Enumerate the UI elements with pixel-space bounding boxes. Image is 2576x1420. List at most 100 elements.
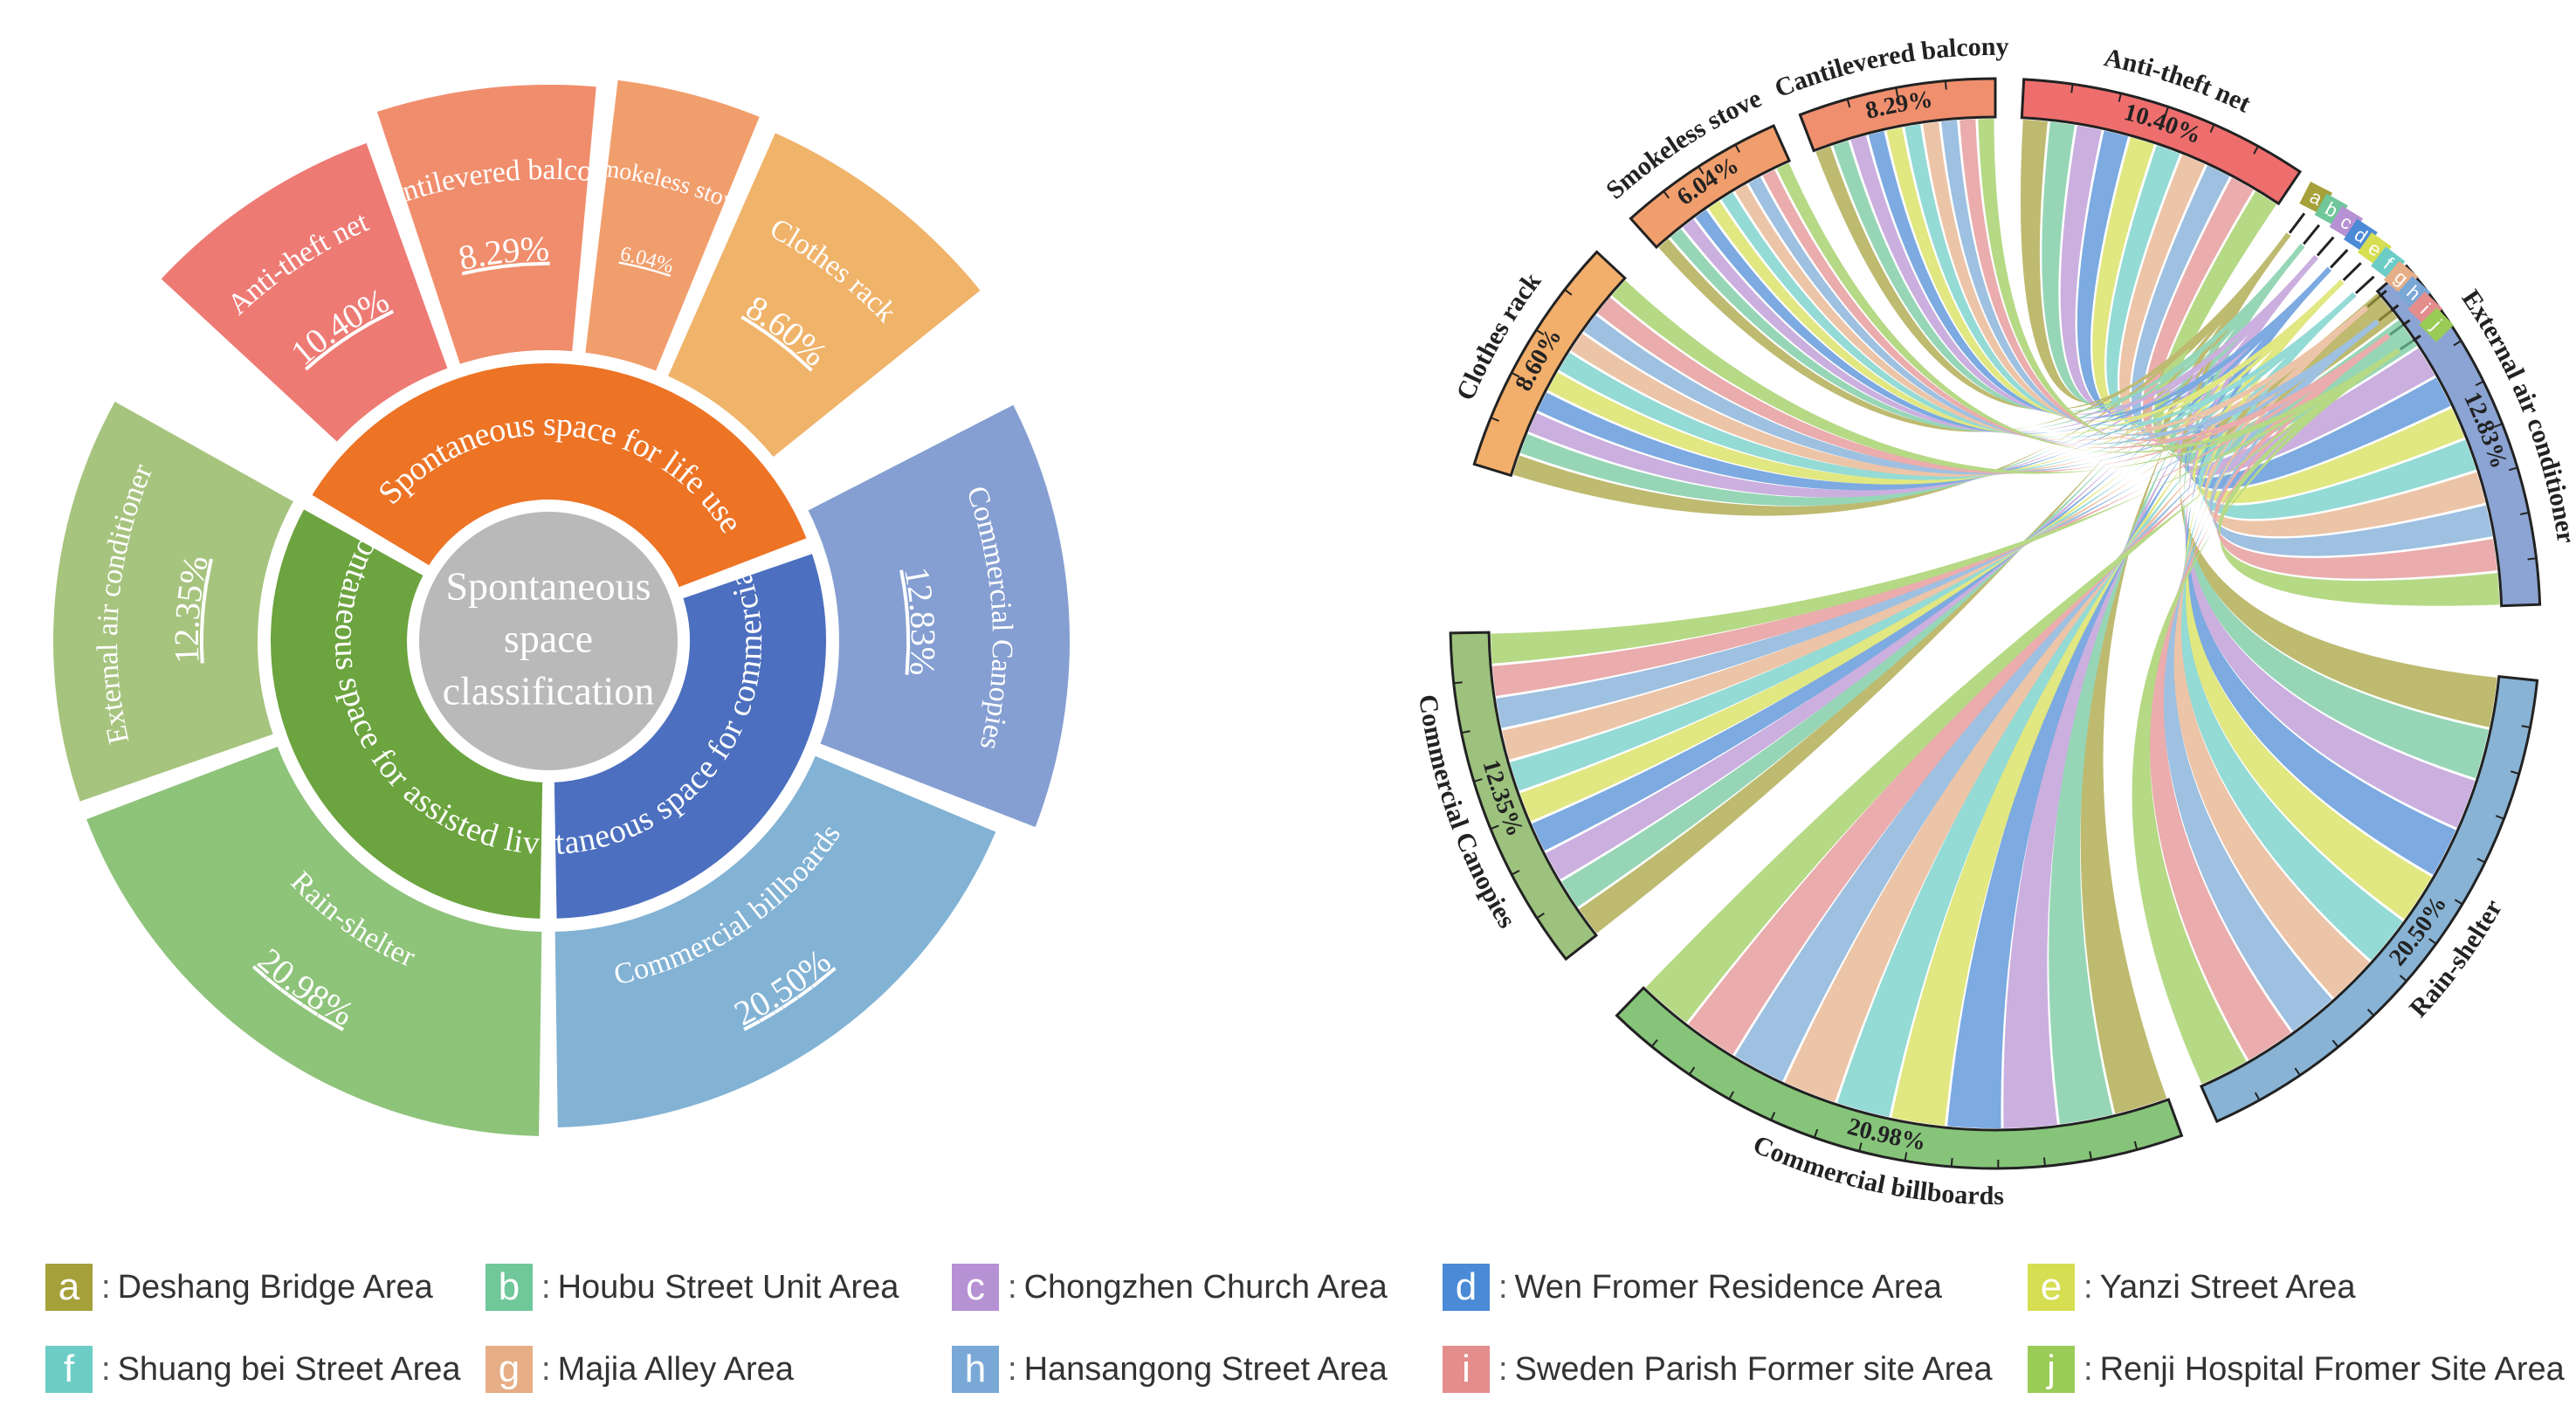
legend-separator: : xyxy=(1498,1350,1508,1388)
chord-area-marker xyxy=(2419,307,2454,342)
chord-ribbon xyxy=(1748,176,2380,445)
chord-tick xyxy=(2253,145,2259,155)
chord-tick xyxy=(1473,778,1483,782)
chord-tick xyxy=(2519,511,2530,515)
legend-badge-e: e xyxy=(2028,1264,2075,1311)
chord-tick xyxy=(1650,1039,1658,1048)
legend-label-d: Wen Fromer Residence Area xyxy=(1514,1268,1942,1306)
chord-tick xyxy=(2454,899,2463,906)
chord-tick xyxy=(2133,1141,2139,1150)
chord-ribbon xyxy=(2185,255,2476,828)
sunburst-outer-segment xyxy=(370,79,603,371)
legend-separator: : xyxy=(541,1350,551,1388)
chord-tick xyxy=(2089,1151,2092,1161)
legend-item-e: e : Yanzi Street Area xyxy=(2028,1261,2355,1313)
chord-ribbon xyxy=(2003,255,2318,1128)
sunburst-outer-segment xyxy=(579,74,767,378)
chord-ribbon xyxy=(2184,266,2451,489)
chord-tick xyxy=(1904,1152,1908,1162)
chord-ribbon xyxy=(2173,306,2370,998)
chord-tick xyxy=(2294,1067,2301,1076)
chord-category-arc xyxy=(2199,674,2539,1124)
chord-ribbon xyxy=(2077,130,2331,419)
chord-area-tick xyxy=(2354,275,2375,294)
chord-tick xyxy=(2366,1008,2375,1017)
chord-tick xyxy=(2428,938,2437,945)
chord-ribbon xyxy=(1491,348,2400,664)
sunburst-outer-segment xyxy=(549,748,1003,1133)
legend-label-h: Hansangong Street Area xyxy=(1023,1350,1388,1388)
chord-tick xyxy=(1453,681,1463,685)
chord-tick xyxy=(1950,1157,1953,1168)
legend-item-j: j : Renji Hospital Fromer Site Area xyxy=(2028,1343,2565,1396)
legend-badge-j: j xyxy=(2028,1346,2075,1393)
legend-item-h: h : Hansangong Street Area xyxy=(952,1343,1388,1396)
legend-badge-h: h xyxy=(952,1346,999,1393)
chord-category-arc xyxy=(1629,123,1792,250)
legend-badge-b: b xyxy=(486,1264,533,1311)
sunburst-center-label: classification xyxy=(443,669,655,713)
chord-tick xyxy=(2495,815,2504,820)
chord-ribbon xyxy=(1583,314,2380,475)
chord-tick xyxy=(1728,1091,1735,1100)
chord-tick xyxy=(1688,1066,1696,1075)
chord-category-arc xyxy=(1449,631,1599,962)
chord-ribbon xyxy=(2214,334,2497,579)
legend-label-i: Sweden Parish Former site Area xyxy=(1514,1350,1993,1388)
chord-ribbon xyxy=(1519,279,2345,822)
chord-tick xyxy=(2475,380,2484,387)
legend-badge-i: i xyxy=(1443,1346,1490,1393)
legend-separator: : xyxy=(101,1268,111,1306)
chord-tick xyxy=(1734,144,1740,153)
chord-ribbon xyxy=(1947,266,2331,1128)
chord-tick xyxy=(2070,84,2074,93)
chord-tick xyxy=(1461,730,1471,734)
sunburst-center-label: space xyxy=(504,617,593,661)
chord-ribbon xyxy=(1891,279,2345,1127)
chord-ribbon xyxy=(1597,297,2391,474)
chord-tick xyxy=(2510,770,2520,775)
sunburst-value-label: 12.83% xyxy=(897,564,943,677)
chord-ribbon xyxy=(1510,292,2357,791)
chord-tick xyxy=(1535,328,1545,336)
chord-area-tick xyxy=(2303,224,2321,245)
chord-tick xyxy=(2164,106,2169,116)
legend-label-j: Renji Hospital Fromer Site Area xyxy=(2099,1350,2565,1388)
chord-ribbon xyxy=(2177,255,2435,476)
chord-area-tick xyxy=(2288,212,2306,234)
sunburst-outer-segment xyxy=(79,740,548,1141)
legend-item-a: a : Deshang Bridge Area xyxy=(45,1261,433,1313)
legend-label-e: Yanzi Street Area xyxy=(2099,1268,2356,1306)
chord-area-tick xyxy=(2342,262,2362,281)
legend-badge-a: a xyxy=(45,1264,93,1311)
chord-ribbon xyxy=(2218,348,2500,606)
sunburst-outer-segment xyxy=(801,397,1075,834)
chord-tick xyxy=(1663,190,1670,199)
chord-ribbon xyxy=(1579,232,2291,934)
chord-ribbon xyxy=(1688,334,2391,1055)
legend-item-b: b : Houbu Street Unit Area xyxy=(486,1261,899,1313)
chord-ribbon xyxy=(1561,244,2305,907)
chord-tick xyxy=(2331,1039,2339,1048)
legend-separator: : xyxy=(101,1350,111,1388)
chord-ribbon xyxy=(2049,244,2305,1125)
chord-ribbon xyxy=(1502,306,2368,760)
chord-ribbon xyxy=(2042,121,2305,410)
chord-ribbon xyxy=(1512,232,2291,516)
legend-item-i: i : Sweden Parish Former site Area xyxy=(1443,1343,1993,1396)
chord-ribbon xyxy=(1492,334,2391,696)
chord-tick xyxy=(2399,975,2407,982)
legend-label-a: Deshang Bridge Area xyxy=(117,1268,433,1306)
chord-ribbon xyxy=(2163,319,2380,1031)
chord-tick xyxy=(2209,124,2215,134)
chord-tick xyxy=(1770,1112,1776,1121)
chord-ribbon xyxy=(2192,279,2465,504)
chord-ribbon xyxy=(2142,177,2391,452)
chord-ribbon xyxy=(2185,266,2456,875)
legend-badge-c: c xyxy=(952,1264,999,1311)
legend-item-c: c : Chongzhen Church Area xyxy=(952,1261,1388,1313)
legend-separator: : xyxy=(2084,1350,2093,1388)
